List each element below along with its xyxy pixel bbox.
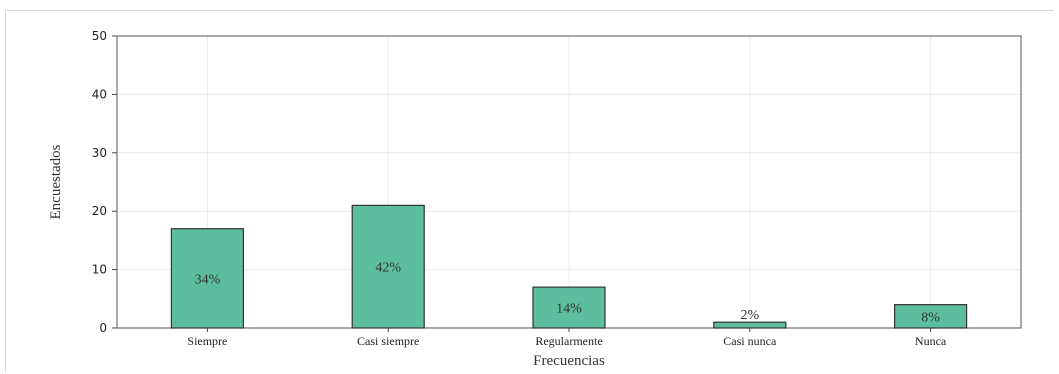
data-label: 42% xyxy=(375,261,401,276)
x-axis: Siempre Casi siempre Regularmente Casi nunc… xyxy=(187,328,947,348)
grid-lines xyxy=(117,35,1021,329)
data-label: 14% xyxy=(556,302,582,317)
x-tick-label: Siempre xyxy=(187,334,227,348)
data-label: 8% xyxy=(921,310,940,325)
data-label: 34% xyxy=(195,272,221,287)
y-axis-title: Encuestados xyxy=(48,144,64,219)
y-tick-label: 50 xyxy=(92,29,107,43)
x-tick-label: Regularmente xyxy=(535,334,602,348)
y-tick-label: 30 xyxy=(92,146,107,160)
x-tick-label: Casi nunca xyxy=(723,334,777,348)
x-tick-label: Casi siempre xyxy=(357,334,419,348)
bar xyxy=(532,286,606,329)
x-axis-title: Frecuencias xyxy=(533,353,605,369)
y-tick-label: 10 xyxy=(92,263,107,277)
bar xyxy=(170,228,244,329)
bars: 34% 42% 14% 2% 8% xyxy=(170,204,968,329)
x-tick-label: Nunca xyxy=(915,334,947,348)
y-tick-label: 40 xyxy=(92,87,107,101)
y-axis: 0 10 20 30 40 50 xyxy=(92,29,117,335)
y-tick-label: 20 xyxy=(92,204,107,218)
bar xyxy=(351,204,425,329)
chart-frame xyxy=(5,10,1054,372)
y-tick-label: 0 xyxy=(99,321,107,335)
data-label: 2% xyxy=(740,308,759,323)
